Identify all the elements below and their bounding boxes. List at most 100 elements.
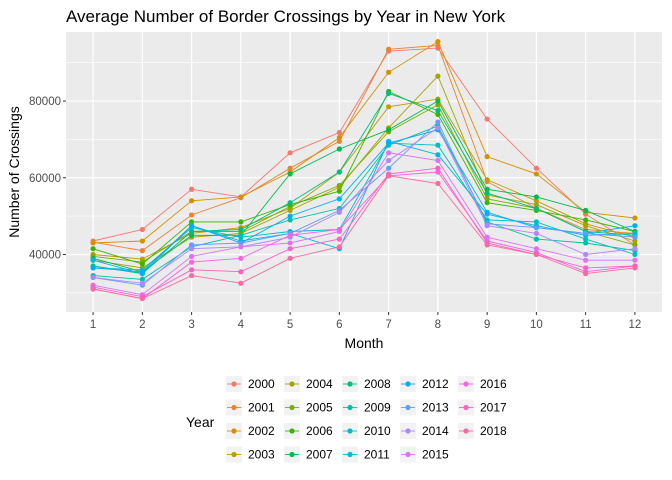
data-point-2003-7 [386,104,392,110]
data-point-2001-2 [139,248,145,254]
data-point-2008-10 [533,205,539,212]
data-point-2009-11 [583,240,589,246]
series-line-2013 [93,121,635,286]
data-point-2014-6 [336,209,342,215]
data-point-2015-3 [189,253,195,259]
data-point-2015-4 [238,244,244,250]
data-point-2018-4 [238,280,244,286]
data-point-2009-5 [287,217,293,223]
data-point-2008-9 [484,190,490,196]
data-point-2006-9 [484,200,490,206]
data-point-2014-2 [139,280,145,286]
data-point-2008-4 [238,226,244,233]
data-point-2017-8 [435,165,441,171]
legend-key-point-2012 [405,381,411,387]
data-point-2014-12 [632,246,638,252]
series-line-2014 [93,127,635,284]
data-point-2013-10 [533,225,539,231]
data-point-2014-8 [435,125,441,131]
legend-label-2012: 2012 [422,377,449,391]
data-point-2002-2 [139,238,145,244]
data-point-2015-12 [632,257,638,263]
series-line-2016 [93,171,635,300]
data-point-2001-7 [386,46,392,52]
legend-key-point-2015 [405,451,411,458]
data-point-2011-12 [632,230,638,236]
data-point-2018-11 [583,271,589,277]
x-tick-label: 7 [385,319,391,331]
data-point-2014-7 [386,157,392,164]
data-point-2007-3 [189,232,195,238]
series-line-2008 [93,92,635,275]
data-point-2005-6 [336,182,342,189]
data-point-2017-3 [189,267,195,273]
legend-key-point-2003 [231,451,237,458]
data-point-2013-8 [435,119,441,125]
series-line-2015 [93,152,635,296]
data-point-2012-1 [90,265,96,271]
data-point-2010-8 [435,142,441,148]
data-point-2007-8 [435,98,441,104]
legend-key-point-2002 [231,428,237,434]
series-line-2009 [93,125,635,280]
data-point-2008-3 [189,228,195,235]
data-point-2007-9 [484,186,490,192]
data-point-2012-2 [139,269,145,275]
data-point-2005-12 [632,242,638,248]
data-point-2003-9 [484,177,490,183]
data-point-2006-2 [139,261,145,267]
legend-key-point-2004 [289,381,295,387]
data-point-2000-5 [287,150,293,156]
x-tick-label: 4 [238,319,245,331]
legend-label-2001: 2001 [248,401,275,415]
data-point-2004-12 [632,238,638,244]
data-point-2002-1 [90,240,96,246]
data-point-2002-7 [386,69,392,75]
legend-label-2013: 2013 [422,401,449,415]
legend-key-point-2016 [463,381,469,387]
data-point-2007-11 [583,207,589,213]
x-tick-label: 8 [435,319,441,331]
data-point-2000-2 [139,226,145,233]
data-point-2006-1 [90,246,96,252]
data-point-2006-8 [435,111,441,118]
data-point-2008-7 [386,90,392,96]
data-point-2006-3 [189,219,195,225]
series-lines [92,40,636,300]
data-point-2018-5 [287,255,293,261]
data-point-2017-4 [238,269,244,275]
data-point-2012-12 [632,223,638,229]
data-point-2009-2 [139,276,145,282]
legend-label-2003: 2003 [248,448,275,462]
x-tick-label: 3 [188,319,194,331]
y-tick-label: 40000 [29,249,61,261]
data-point-2017-5 [287,246,293,252]
legend-label-2000: 2000 [248,377,275,391]
x-tick-label: 12 [629,319,642,331]
data-point-2005-8 [435,102,441,108]
legend-label-2018: 2018 [480,424,507,438]
data-point-2015-9 [484,234,490,240]
data-point-2018-9 [484,242,490,248]
data-point-2016-8 [435,169,441,175]
series-line-2007 [92,100,636,273]
legend-label-2009: 2009 [364,401,391,415]
x-axis: 1 2 3 4 5 6 7 8 9 10 11 12 [90,312,641,331]
legend-key-point-2008 [347,381,353,387]
data-point-2001-8 [435,42,441,49]
data-point-2007-6 [336,146,342,152]
data-point-2009-10 [533,236,539,242]
legend-key-point-2014 [405,428,411,434]
data-point-2006-11 [583,217,589,223]
data-point-2008-8 [435,108,441,114]
series-line-2018 [93,175,635,300]
legend-label-2005: 2005 [306,401,333,415]
data-point-2016-4 [238,255,244,261]
data-point-2018-2 [139,295,145,302]
legend-key-point-2007 [289,451,295,458]
x-tick-label: 5 [287,319,293,331]
data-point-2018-7 [386,173,392,179]
legend-key-point-2006 [289,428,295,434]
legend-label-2004: 2004 [306,377,333,391]
